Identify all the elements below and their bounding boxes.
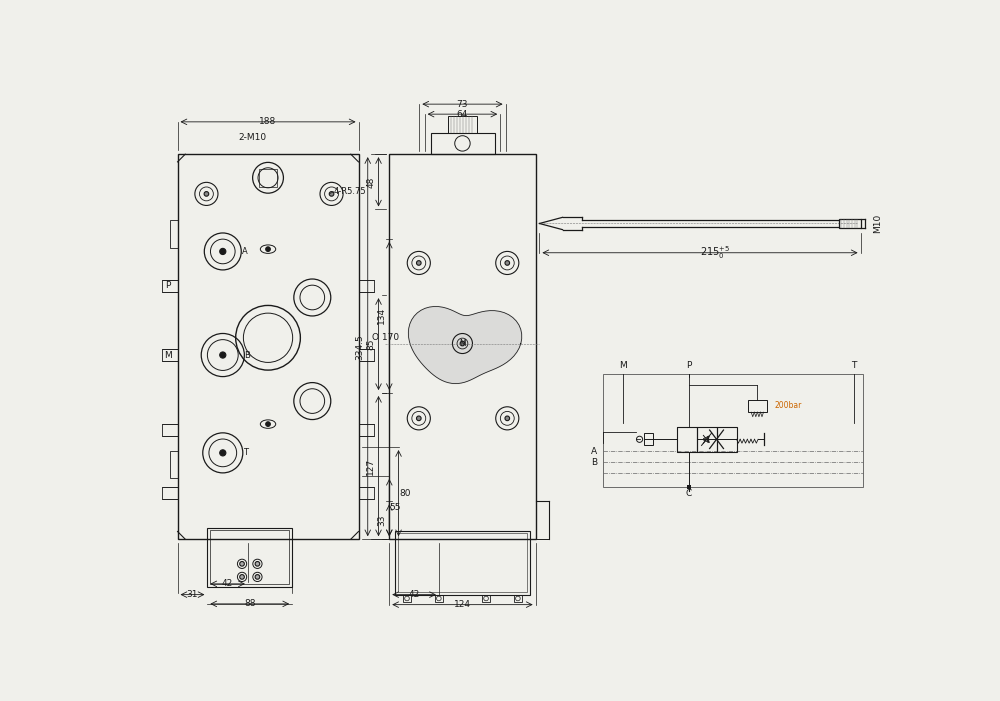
Circle shape [266,422,270,426]
Bar [398,533,527,592]
Bar [395,531,530,594]
Circle shape [505,261,510,265]
Bar [644,433,653,445]
Bar [435,594,443,602]
Text: P: P [686,362,692,370]
Bar [687,484,691,489]
Text: A: A [241,247,247,256]
Bar [839,219,861,228]
Bar [210,530,289,584]
Bar [170,220,178,248]
Circle shape [240,562,244,566]
Text: 88: 88 [244,599,255,608]
Bar [431,132,495,154]
Text: 124: 124 [454,600,471,609]
Text: A: A [591,447,597,456]
Text: 42: 42 [222,579,233,588]
Bar [677,427,697,451]
Bar [389,154,536,539]
Bar [697,427,717,451]
Text: 64: 64 [457,109,468,118]
Text: 55: 55 [390,503,401,512]
Text: M: M [164,350,172,360]
Circle shape [240,575,244,579]
Bar [358,487,374,499]
Text: 4-R5.75: 4-R5.75 [333,187,366,196]
Text: 200bar: 200bar [774,402,802,411]
Text: M: M [459,339,466,348]
Circle shape [416,416,421,421]
Polygon shape [408,306,522,383]
Circle shape [255,575,260,579]
Text: M: M [619,362,626,370]
Bar [536,501,549,539]
Circle shape [204,191,209,196]
Circle shape [460,341,465,346]
Text: 85: 85 [366,339,375,350]
Circle shape [329,191,334,196]
Text: P: P [166,282,171,290]
Bar [358,349,374,361]
Bar [162,280,178,292]
Circle shape [505,416,510,421]
Bar [259,168,277,187]
Bar [162,487,178,499]
Bar [403,594,411,602]
Text: B: B [244,350,250,360]
Text: 188: 188 [259,117,277,126]
Text: 33: 33 [377,515,386,526]
Bar [358,280,374,292]
Text: O 170: O 170 [372,333,399,342]
Text: 134: 134 [377,307,386,325]
Text: B: B [591,458,597,467]
Circle shape [220,450,226,456]
Text: C: C [686,489,692,498]
Bar [170,451,178,478]
Bar [482,594,490,602]
Text: T: T [243,449,248,457]
Text: 73: 73 [457,100,468,109]
Circle shape [220,248,226,254]
Bar [358,423,374,436]
Bar [448,116,477,132]
Text: 31: 31 [187,590,198,599]
Text: 2-M10: 2-M10 [239,132,267,142]
Circle shape [220,352,226,358]
Text: 215$^{+5}_{0}$: 215$^{+5}_{0}$ [700,245,730,261]
Text: 127: 127 [366,458,375,475]
Text: 334.5: 334.5 [356,334,365,360]
Bar [748,400,767,412]
Bar [717,427,737,451]
Circle shape [255,562,260,566]
Text: 48: 48 [366,176,375,187]
Bar [514,594,522,602]
Bar [178,154,358,539]
Bar [162,349,178,361]
Text: 80: 80 [399,489,410,498]
Bar [207,528,292,587]
Bar [162,423,178,436]
Circle shape [266,247,270,252]
Text: T: T [851,362,856,370]
Circle shape [416,261,421,265]
Text: 42: 42 [408,590,420,599]
Bar [603,374,863,486]
Text: M10: M10 [873,214,882,233]
